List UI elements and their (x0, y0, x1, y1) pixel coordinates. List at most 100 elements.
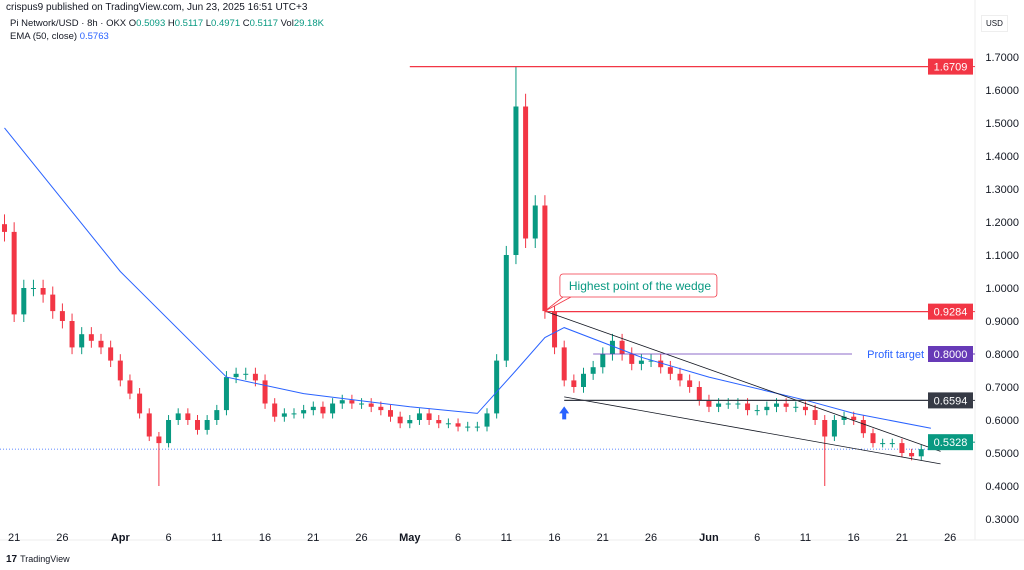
y-tick-label: 1.4000 (985, 151, 1019, 163)
candle-body (214, 410, 220, 420)
candle-body (223, 377, 229, 411)
price-label: 0.6594 (934, 395, 968, 407)
x-tick-label: Jun (699, 532, 719, 544)
y-tick-label: 0.9000 (985, 316, 1019, 328)
candle-body (600, 354, 606, 368)
candle-body (899, 443, 905, 453)
ema-legend: EMA (50, close) 0.5763 (10, 30, 324, 43)
candle-body (860, 420, 866, 434)
candle-body (725, 403, 731, 405)
open-label: O (128, 18, 137, 29)
price-label-box (928, 58, 973, 75)
candle-body (889, 443, 895, 445)
candle-body (175, 413, 181, 420)
y-tick-label: 0.6000 (985, 415, 1019, 427)
currency-button[interactable]: USD (981, 15, 1008, 32)
candle-body (658, 360, 664, 368)
x-tick-label: 21 (8, 532, 20, 544)
ema-line (4, 127, 931, 429)
candle-body (802, 406, 808, 411)
x-tick-label: 11 (501, 532, 512, 544)
candle-body (561, 347, 567, 381)
x-tick-label: 6 (165, 532, 171, 544)
candle-body (445, 423, 451, 425)
ohlc-legend: Pi Network/USD · 8h · OKX O0.5093 H0.511… (10, 17, 324, 30)
candle-body (281, 413, 287, 417)
candle-body (619, 340, 625, 354)
candle-body (581, 373, 586, 387)
x-tick-label: 26 (645, 532, 657, 544)
candle-body (368, 403, 374, 407)
candle-body (378, 406, 384, 411)
legend: Pi Network/USD · 8h · OKX O0.5093 H0.511… (10, 17, 324, 43)
candle-body (436, 420, 442, 424)
x-tick-label: Apr (111, 532, 131, 544)
x-tick-label: 11 (211, 532, 222, 544)
candle-body (262, 380, 268, 404)
x-tick-label: 26 (944, 532, 956, 544)
y-tick-label: 0.5000 (985, 448, 1019, 460)
candle-body (108, 347, 114, 361)
candle-body (484, 413, 490, 427)
candle-body (909, 453, 915, 457)
candle-body (571, 380, 577, 387)
candle-body (137, 393, 143, 414)
tradingview-brand: 17 TradingView (6, 554, 70, 565)
candle-body (590, 367, 596, 374)
candle-body (696, 387, 702, 401)
candle-body (474, 426, 480, 428)
x-tick-label: 21 (307, 532, 319, 544)
candle-body (552, 311, 558, 348)
x-tick-label: 16 (548, 532, 560, 544)
close-label: C (242, 18, 250, 29)
price-label: 0.5328 (934, 437, 968, 449)
candle-body (397, 416, 403, 424)
candle-body (69, 321, 75, 348)
candle-body (359, 403, 365, 405)
y-tick-label: 0.8000 (985, 349, 1019, 361)
candle-body (629, 354, 635, 364)
candle-body (745, 403, 751, 411)
x-tick-label: 26 (56, 532, 68, 544)
candle-body (59, 311, 65, 321)
candle-body (291, 413, 297, 415)
arrow-up-icon (559, 406, 570, 420)
candle-body (687, 380, 693, 387)
y-tick-label: 0.3000 (985, 514, 1019, 526)
candle-body (88, 334, 94, 341)
candle-body (783, 403, 789, 407)
annotation-pointer (544, 296, 572, 312)
candle-body (11, 231, 17, 315)
price-label: 0.8000 (934, 349, 968, 361)
symbol-title: Pi Network/USD · 8h · OKX (10, 18, 127, 29)
candle-body (735, 403, 741, 405)
candle-body (851, 416, 857, 420)
candle-body (465, 426, 471, 428)
candle-body (523, 106, 529, 239)
x-tick-label: May (399, 532, 421, 544)
candle-body (764, 406, 770, 411)
candle-body (195, 420, 200, 430)
candle-body (204, 420, 210, 430)
candle-body (388, 410, 393, 417)
y-tick-label: 1.6000 (985, 85, 1019, 97)
candle-body (812, 410, 818, 420)
candle-body (156, 436, 162, 444)
volume-value: 29.18K (293, 18, 324, 29)
close-value: 0.5117 (249, 18, 278, 29)
candle-body (166, 420, 172, 444)
candle-body (339, 400, 345, 404)
y-tick-label: 0.4000 (985, 481, 1019, 493)
candle-body (98, 340, 104, 348)
candle-body (50, 294, 56, 312)
candle-body (185, 413, 191, 420)
candle-body (416, 413, 422, 420)
x-tick-label: 11 (800, 532, 811, 544)
x-tick-label: 16 (259, 532, 271, 544)
candle-body (716, 403, 722, 407)
open-value: 0.5093 (136, 18, 166, 29)
ema-label: EMA (50, close) (10, 31, 78, 42)
candle-body (233, 373, 239, 378)
candle-body (301, 410, 307, 414)
